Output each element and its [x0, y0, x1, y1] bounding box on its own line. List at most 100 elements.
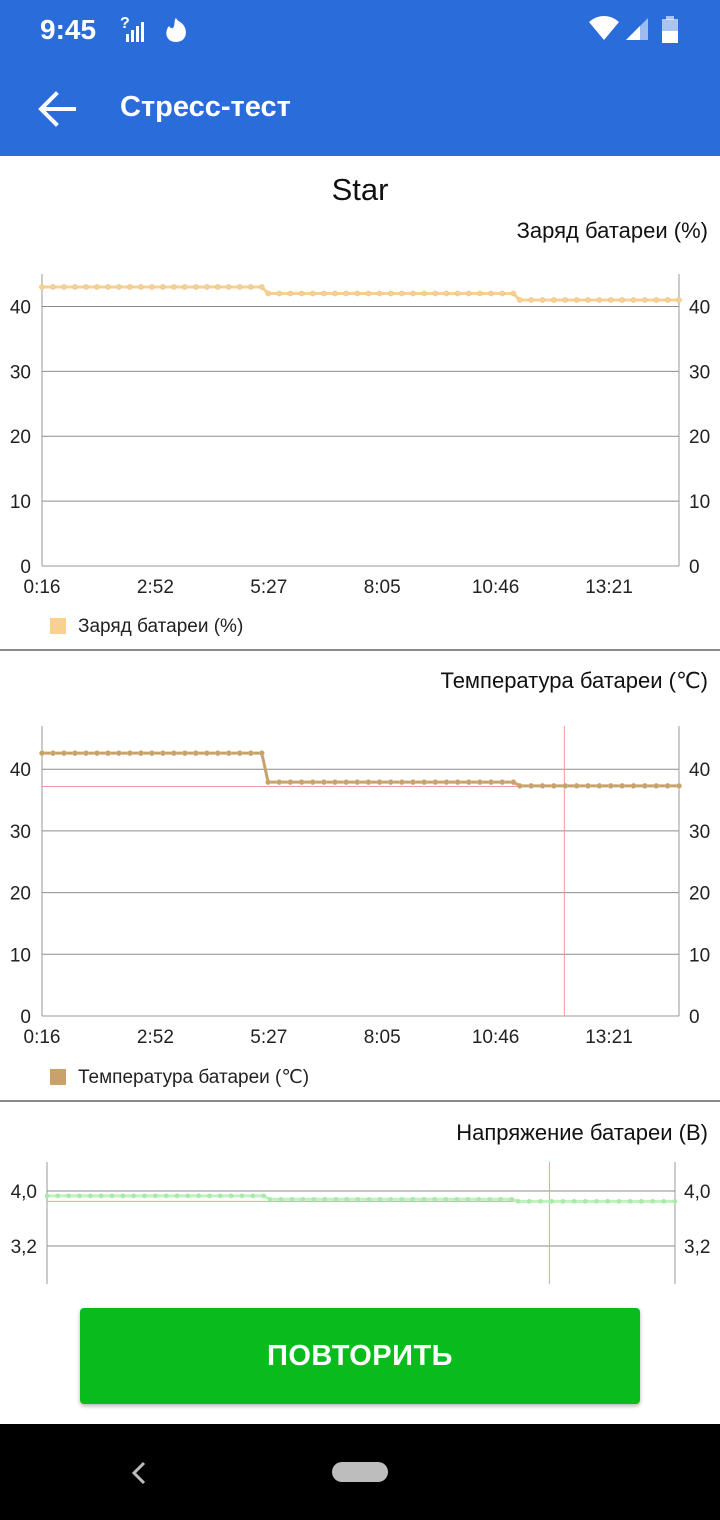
data-point	[149, 750, 155, 756]
x-tick-label: 5:27	[250, 577, 287, 598]
x-tick-label: 0:16	[24, 577, 61, 598]
data-point	[55, 1193, 61, 1199]
data-point	[214, 750, 221, 756]
data-point	[672, 1199, 678, 1204]
y-tick-label-left: 0	[20, 557, 31, 578]
data-point	[160, 750, 166, 756]
chart-divider	[0, 649, 720, 651]
data-point	[607, 783, 614, 789]
data-point	[653, 297, 660, 303]
data-point	[105, 284, 111, 290]
data-point	[72, 284, 78, 290]
data-point	[298, 290, 305, 297]
data-point	[488, 290, 494, 297]
data-point	[66, 1193, 71, 1199]
data-point	[203, 284, 210, 290]
data-point	[539, 297, 546, 303]
page-title: Стресс-тест	[120, 91, 291, 123]
x-tick-label: 5:27	[250, 1027, 287, 1048]
data-point	[421, 290, 428, 297]
data-point	[83, 750, 89, 756]
y-tick-label-left: 40	[10, 297, 31, 318]
chart-title: Заряд батареи (%)	[516, 218, 708, 243]
data-point	[585, 783, 591, 789]
data-point	[388, 1196, 394, 1202]
data-point	[127, 750, 133, 756]
data-point	[664, 297, 671, 303]
data-point	[549, 1199, 554, 1204]
data-point	[171, 750, 177, 756]
data-point	[639, 1199, 644, 1204]
data-point	[236, 284, 243, 290]
data-point	[573, 297, 580, 303]
data-point	[399, 1196, 405, 1202]
repeat-button[interactable]: ПОВТОРИТЬ	[80, 1308, 640, 1404]
data-point	[650, 1199, 655, 1204]
data-point	[39, 284, 45, 290]
data-point	[465, 290, 472, 297]
data-point	[127, 284, 133, 290]
svg-text:?: ?	[120, 15, 130, 32]
data-point	[321, 290, 327, 297]
y-tick-label-left: 30	[10, 822, 31, 843]
data-point	[582, 1199, 588, 1204]
data-point	[343, 290, 350, 297]
data-point	[516, 783, 523, 789]
data-point	[421, 1196, 427, 1202]
data-point	[214, 284, 221, 290]
y-tick-label-left: 40	[10, 760, 31, 781]
data-point	[516, 297, 523, 303]
data-point	[387, 779, 394, 785]
data-point	[50, 284, 56, 290]
nav-back-icon[interactable]	[128, 1460, 150, 1486]
data-point	[247, 284, 254, 290]
battery-temperature-plot: 0 0 10 10 20 20 30 30 40 40 0:16 2:52 5:27 8:05 10:46 1…	[10, 726, 710, 1048]
y-tick-label-right: 4,0	[684, 1182, 710, 1203]
data-point	[410, 290, 416, 297]
y-tick-label-right: 0	[689, 1007, 700, 1028]
data-point	[410, 779, 416, 785]
data-point	[443, 1196, 449, 1202]
x-tick-label: 2:52	[137, 577, 174, 598]
y-tick-label-right: 10	[689, 492, 710, 513]
data-point	[510, 779, 517, 785]
legend-swatch	[50, 1069, 66, 1085]
data-point	[160, 284, 166, 290]
data-point	[377, 1196, 383, 1202]
data-point	[354, 779, 361, 785]
data-point	[387, 290, 394, 297]
data-point	[661, 1199, 667, 1204]
data-point	[267, 1196, 273, 1202]
y-tick-label-right: 10	[689, 945, 710, 966]
data-point	[573, 783, 580, 789]
nav-home-pill[interactable]	[332, 1462, 388, 1482]
data-point	[203, 750, 210, 756]
data-point	[116, 284, 122, 290]
data-point	[562, 297, 569, 303]
data-point	[333, 1196, 339, 1202]
data-point	[676, 297, 682, 303]
battery-icon	[662, 16, 678, 43]
data-point	[120, 1193, 126, 1199]
data-point	[239, 1193, 245, 1199]
data-point	[630, 783, 637, 789]
data-point	[39, 750, 45, 756]
data-point	[261, 1193, 266, 1199]
data-point	[454, 779, 461, 785]
y-tick-label-left: 30	[10, 362, 31, 383]
data-point	[376, 290, 383, 297]
data-point	[72, 750, 78, 756]
status-time: 9:45	[40, 14, 97, 45]
data-point	[421, 779, 428, 785]
data-point	[676, 783, 682, 789]
chart-legend: Температура батареи (℃)	[50, 1066, 309, 1089]
x-tick-label: 0:16	[24, 1027, 61, 1048]
chart-title: Температура батареи (℃)	[440, 668, 708, 693]
data-point	[664, 783, 671, 789]
data-point	[218, 1193, 223, 1199]
data-point	[487, 1196, 493, 1202]
x-tick-label: 2:52	[137, 1027, 174, 1048]
data-point	[105, 750, 111, 756]
data-point	[321, 779, 327, 785]
back-arrow-icon[interactable]	[36, 88, 78, 130]
